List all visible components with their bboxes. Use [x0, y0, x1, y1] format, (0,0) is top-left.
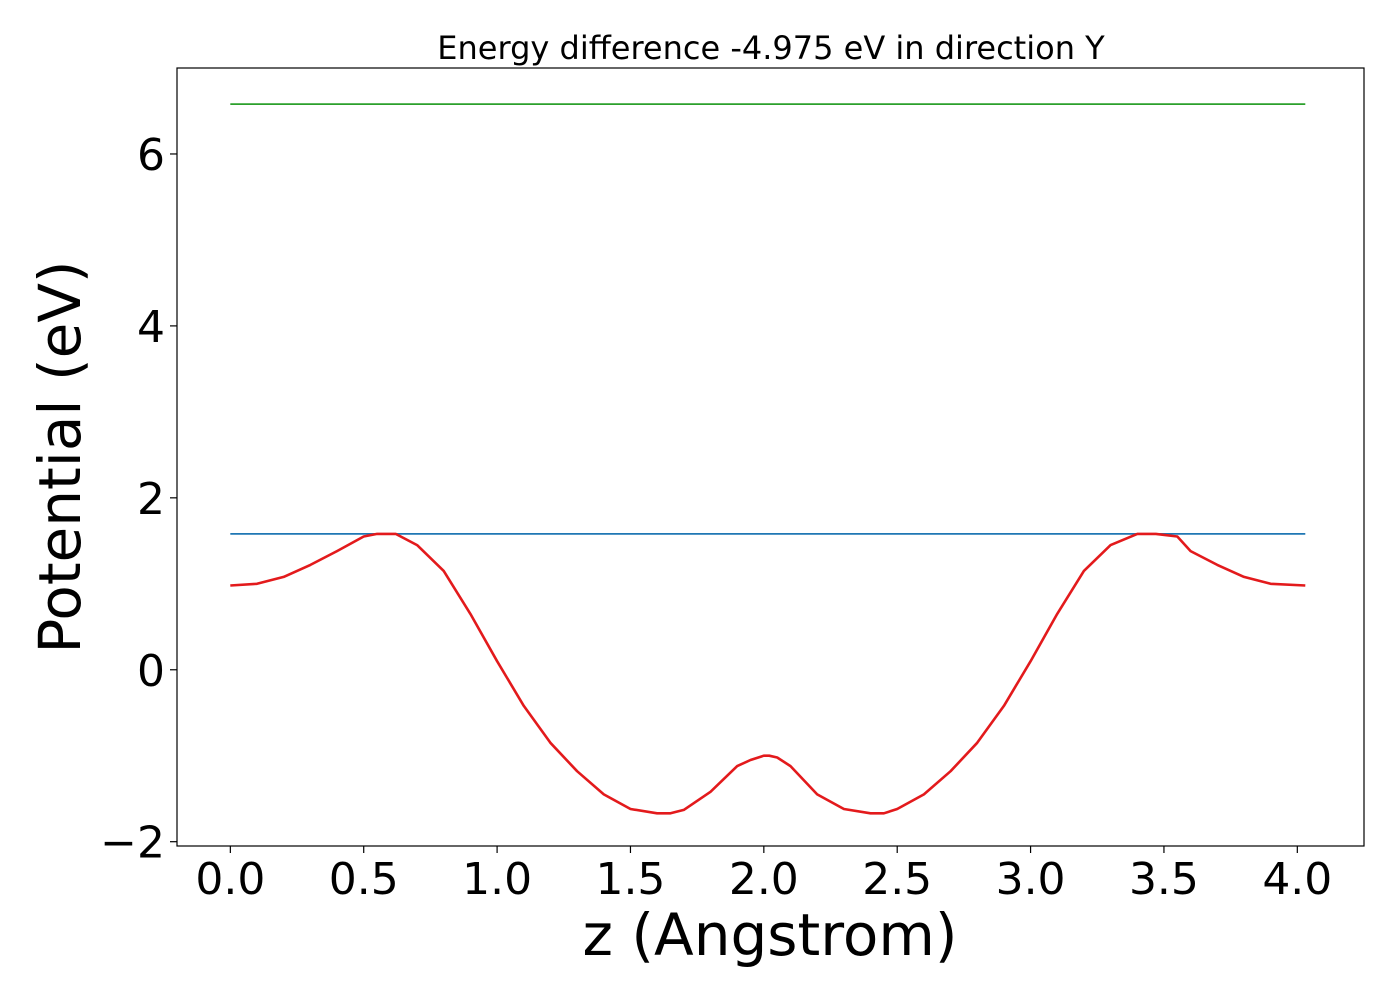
x-tick-label: 1.0: [462, 854, 532, 905]
series-line-3: [230, 532, 1306, 815]
x-axis-label: z (Angstrom): [583, 901, 958, 969]
x-tick-label: 3.0: [996, 854, 1066, 905]
x-tick-label: 2.5: [862, 854, 932, 905]
x-tick-label: 4.0: [1262, 854, 1332, 905]
y-axis-ticks: −2 0 2 4 6: [100, 130, 177, 869]
y-tick-label: 2: [137, 474, 165, 525]
y-tick-label: 6: [137, 130, 165, 181]
chart-title: Energy difference -4.975 eV in direction…: [437, 29, 1105, 67]
series-layer: [230, 103, 1306, 815]
x-tick-label: 2.0: [729, 854, 799, 905]
x-tick-label: 3.5: [1129, 854, 1199, 905]
y-axis-label: Potential (eV): [26, 260, 94, 653]
x-tick-label: 0.5: [329, 854, 399, 905]
plot-area: [176, 67, 1365, 847]
x-tick-label: 1.5: [595, 854, 665, 905]
y-tick-label: 4: [137, 302, 165, 353]
x-axis-ticks: 0.0 0.5 1.0 1.5 2.0 2.5 3.0 3.5 4.0: [195, 846, 1332, 905]
x-tick-label: 0.0: [195, 854, 265, 905]
y-tick-label: −2: [100, 818, 165, 869]
y-tick-label: 0: [137, 646, 165, 697]
